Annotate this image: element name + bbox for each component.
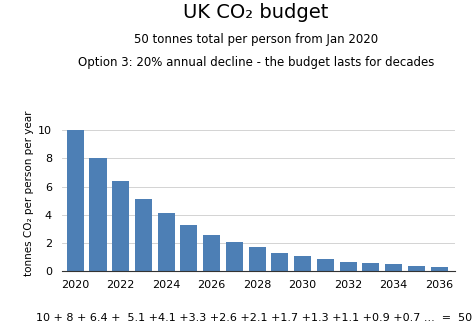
Bar [385, 264, 402, 271]
Bar [249, 247, 266, 271]
Bar [317, 259, 334, 271]
Bar [362, 263, 379, 271]
Bar [272, 253, 289, 271]
Bar [430, 267, 447, 271]
Bar [67, 130, 84, 271]
Bar [112, 181, 129, 271]
Bar [158, 213, 175, 271]
Bar [294, 256, 311, 271]
Text: Option 3: 20% annual decline - the budget lasts for decades: Option 3: 20% annual decline - the budge… [78, 56, 434, 69]
Bar [340, 261, 357, 271]
Bar [90, 158, 107, 271]
Bar [203, 235, 220, 271]
Bar [408, 266, 425, 271]
Text: 10 + 8 + 6.4 +  5.1 +4.1 +3.3 +2.6 +2.1 +1.7 +1.3 +1.1 +0.9 +0.7 ...  =  50: 10 + 8 + 6.4 + 5.1 +4.1 +3.3 +2.6 +2.1 +… [36, 313, 472, 323]
Bar [181, 225, 198, 271]
Y-axis label: tonnes CO₂ per person per year: tonnes CO₂ per person per year [24, 111, 34, 276]
Bar [135, 199, 152, 271]
Text: UK CO₂ budget: UK CO₂ budget [183, 3, 328, 22]
Text: 50 tonnes total per person from Jan 2020: 50 tonnes total per person from Jan 2020 [134, 33, 378, 46]
Bar [226, 242, 243, 271]
